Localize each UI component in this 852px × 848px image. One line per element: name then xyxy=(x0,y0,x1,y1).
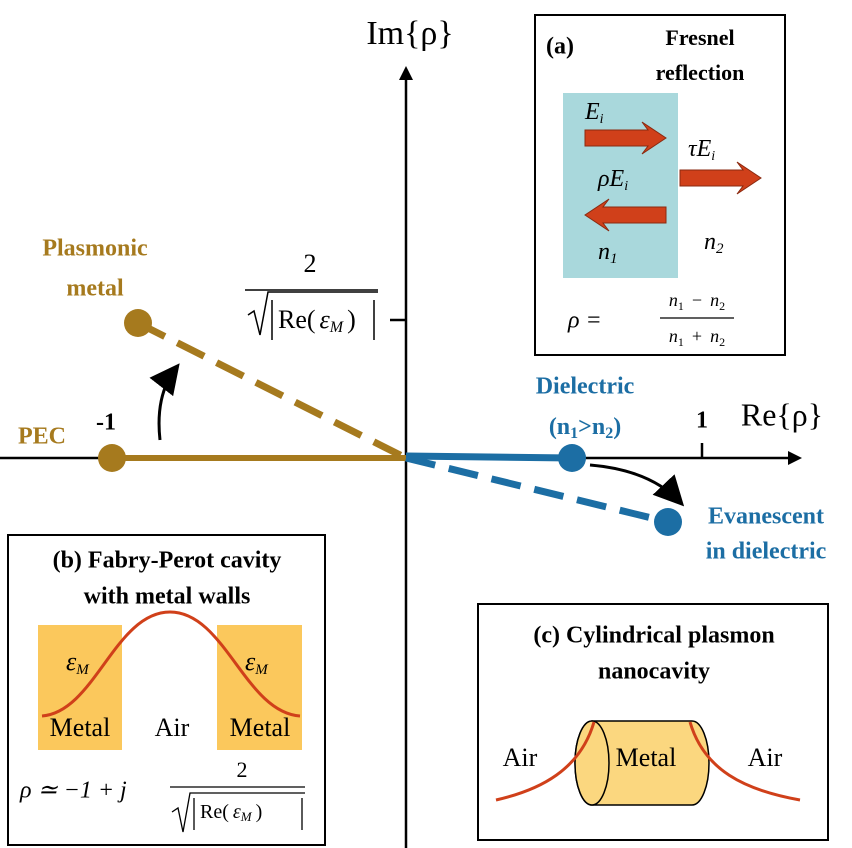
dielectric-line xyxy=(405,452,573,462)
re-label: Re{ρ} xyxy=(741,396,823,432)
plasmonic-point xyxy=(124,309,152,337)
transmitted-label: τEi xyxy=(688,136,715,165)
pec-point xyxy=(98,444,126,472)
medium-1 xyxy=(563,93,678,278)
evanescent-point xyxy=(654,508,682,536)
transmitted-arrow xyxy=(679,161,762,195)
re-arrow xyxy=(788,451,802,465)
epsilon-label: εM xyxy=(245,647,269,678)
formula-numerator: 2 xyxy=(237,757,248,782)
epsilon-label: εM xyxy=(66,647,90,678)
material-label: Air xyxy=(155,713,190,742)
im-label: Im{ρ} xyxy=(366,15,453,52)
curved-arrow xyxy=(589,463,685,507)
field-profile xyxy=(41,610,301,718)
reflected-arrow xyxy=(584,198,667,232)
plasmonic-line xyxy=(136,319,408,462)
dielectric-label: Dielectric xyxy=(536,374,635,400)
cylinder-end xyxy=(574,720,610,806)
dielectric-point xyxy=(558,444,586,472)
metal-wall xyxy=(38,625,122,750)
panel-title: nanocavity xyxy=(598,659,710,685)
field-profile xyxy=(688,721,801,802)
numerator: 2 xyxy=(304,249,317,278)
incident-arrow xyxy=(584,121,667,155)
material-label: Metal xyxy=(230,713,291,742)
panel-title: reflection xyxy=(656,60,745,85)
panel-c: (c) Cylindrical plasmon nanocavity Air M… xyxy=(477,603,829,841)
panel-label: (a) xyxy=(546,34,574,60)
panel-title: with metal walls xyxy=(84,584,251,610)
medium-label: n2 xyxy=(704,229,724,258)
formula-denominator: n1 + n2 xyxy=(669,326,725,349)
denominator: Re(εM) xyxy=(278,305,356,336)
evanescent-label: Evanescent xyxy=(708,504,824,530)
tick-label: -1 xyxy=(96,410,116,436)
medium-label: n1 xyxy=(598,239,618,268)
im-tick-fraction: 2 Re(εM) xyxy=(245,249,378,340)
material-label: Metal xyxy=(50,713,111,742)
plasmonic-label: Plasmonic xyxy=(42,236,148,262)
formula-denominator: Re(εM) xyxy=(200,801,262,824)
formula-lhs: ρ ≃ −1 + j xyxy=(19,778,127,804)
metal-wall xyxy=(217,625,302,750)
panel-a: (a) Fresnel reflection Ei ρEi τEi n1 n2 … xyxy=(534,14,786,356)
incident-label: Ei xyxy=(584,99,604,128)
plasmonic-label: metal xyxy=(66,276,124,302)
region-label: Metal xyxy=(616,743,677,772)
field-profile xyxy=(495,721,596,802)
evanescent-line xyxy=(405,454,669,526)
sqrt xyxy=(171,792,305,833)
curved-arrow xyxy=(149,363,180,441)
dielectric-condition: (n1>n2) xyxy=(549,414,621,442)
pec-label: PEC xyxy=(18,424,66,450)
region-label: Air xyxy=(748,743,783,772)
formula-lhs: ρ = xyxy=(567,308,602,334)
evanescent-label: in dielectric xyxy=(706,539,827,565)
panel-title: Fresnel xyxy=(665,25,734,50)
tick-label: 1 xyxy=(696,408,708,434)
panel-title: (c) Cylindrical plasmon xyxy=(533,623,774,649)
formula-numerator: n1− n2 xyxy=(669,290,725,313)
panel-b: (b) Fabry-Perot cavity with metal walls … xyxy=(7,534,326,846)
reflected-label: ρEi xyxy=(597,166,628,195)
sqrt xyxy=(247,291,378,336)
im-arrow xyxy=(399,66,413,80)
region-label: Air xyxy=(503,743,538,772)
panel-title: (b) Fabry-Perot cavity xyxy=(53,548,282,574)
